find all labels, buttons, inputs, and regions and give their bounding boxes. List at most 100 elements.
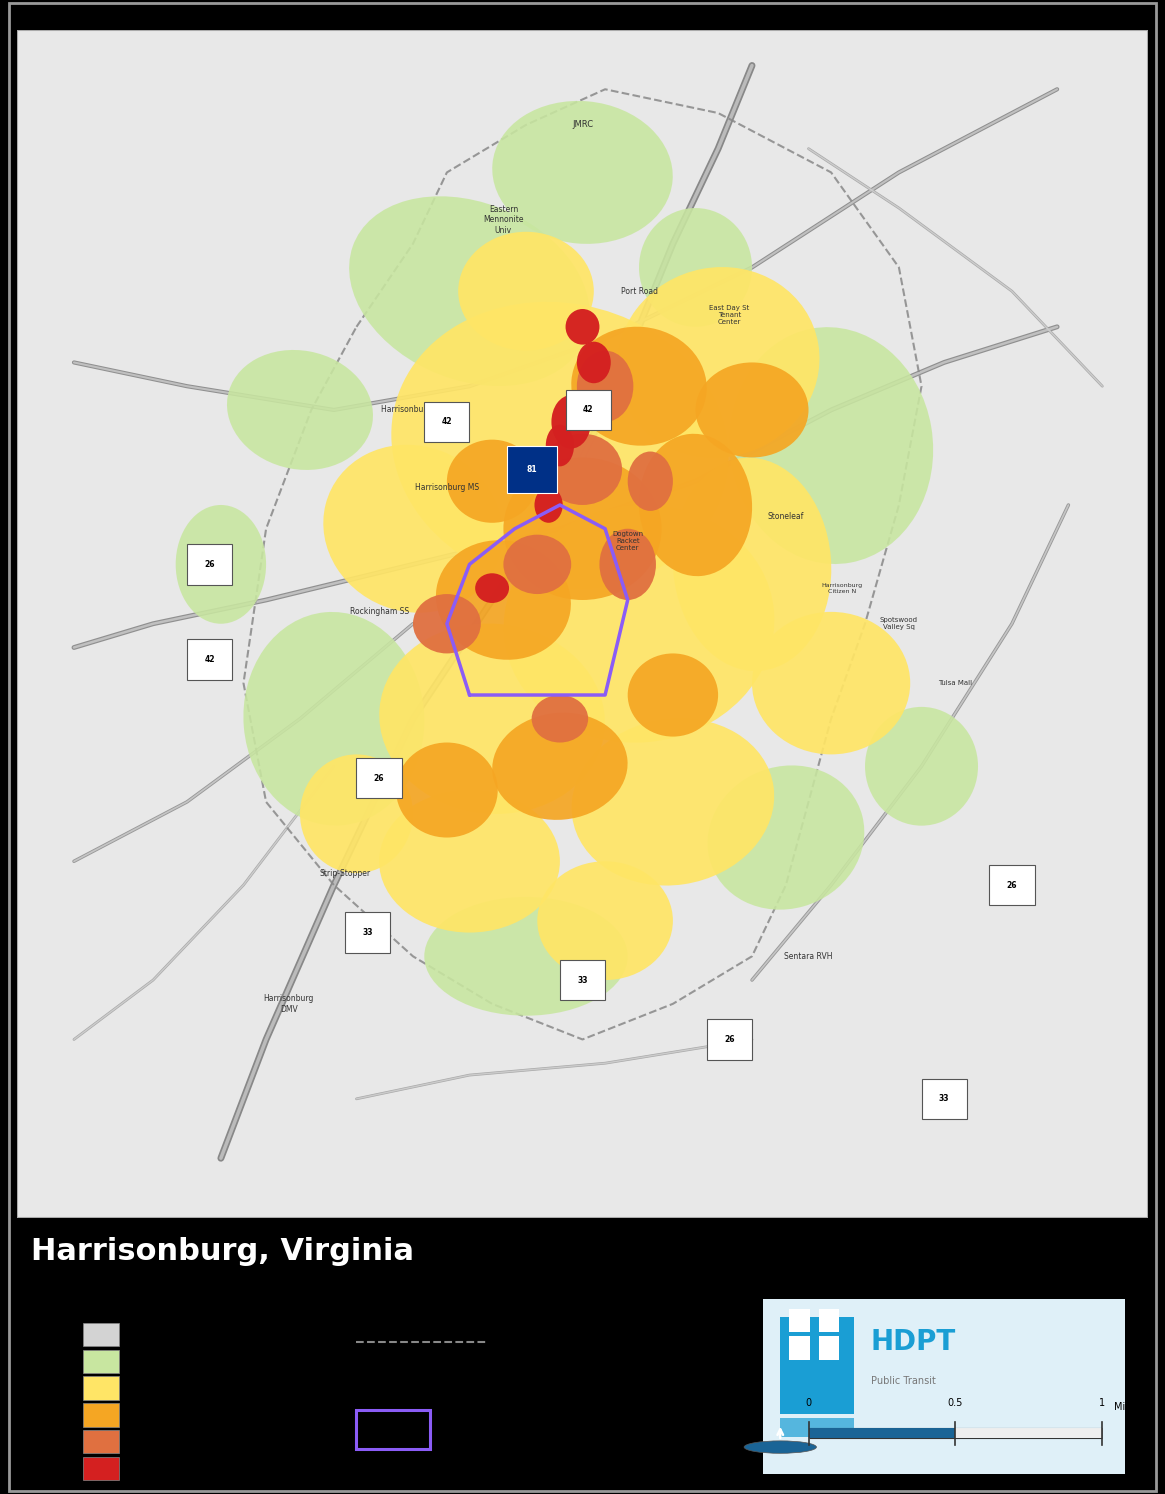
Ellipse shape [628,653,718,737]
Text: 1-5: 1-5 [133,1357,150,1366]
Text: 26: 26 [725,1035,735,1044]
Ellipse shape [475,574,509,604]
Text: Rockingham SS: Rockingham SS [350,608,409,617]
Text: Dogtown
Racket
Center: Dogtown Racket Center [612,530,643,551]
Ellipse shape [380,623,605,814]
Text: 15-30: 15-30 [133,1410,164,1419]
Bar [763,1300,1125,1475]
Text: 42: 42 [582,405,593,414]
Text: Harrisonburg: Harrisonburg [356,1301,450,1315]
Bar [989,865,1035,905]
Bar [83,1457,119,1481]
Bar [83,1430,119,1454]
Text: >60: >60 [133,1464,156,1473]
Ellipse shape [672,457,832,671]
Ellipse shape [638,208,753,327]
Bar [819,1336,839,1360]
Ellipse shape [628,451,673,511]
Bar [560,959,605,1001]
Text: JMU Campus: JMU Campus [356,1380,444,1394]
Text: 33: 33 [577,976,588,985]
Ellipse shape [535,487,563,523]
Ellipse shape [503,535,571,595]
Text: 33: 33 [362,928,373,937]
Ellipse shape [638,433,753,577]
Ellipse shape [707,765,864,910]
Bar [507,445,557,493]
Ellipse shape [350,196,589,385]
Ellipse shape [572,719,775,886]
Ellipse shape [571,327,707,445]
Ellipse shape [531,695,588,743]
Bar [790,1336,810,1360]
Text: Tulsa Mall: Tulsa Mall [938,680,973,686]
Text: Stoneleaf: Stoneleaf [768,512,804,521]
Bar [83,1322,119,1346]
Text: 26: 26 [374,774,384,783]
Ellipse shape [458,232,594,351]
Bar [356,1410,430,1449]
Ellipse shape [729,327,933,565]
Text: East Day St
Tenant
Center: East Day St Tenant Center [709,305,749,324]
Text: Spotswood
Valley Sq: Spotswood Valley Sq [880,617,918,630]
Text: Harrisonburg MS: Harrisonburg MS [415,483,479,492]
Text: Harrisonburg
DMV: Harrisonburg DMV [263,994,313,1013]
Ellipse shape [492,713,628,820]
Ellipse shape [396,743,497,838]
Ellipse shape [324,445,502,613]
Bar [790,1309,810,1333]
Bar [83,1403,119,1427]
Ellipse shape [391,302,728,589]
Ellipse shape [545,424,574,466]
Text: <1: <1 [133,1330,149,1340]
Ellipse shape [414,595,481,653]
Text: Port Road: Port Road [621,287,657,296]
Text: JMRC: JMRC [572,121,593,130]
Ellipse shape [379,790,560,932]
Ellipse shape [503,457,662,601]
Ellipse shape [551,394,591,448]
Bar [356,757,402,798]
Text: 30-60: 30-60 [133,1437,164,1446]
Ellipse shape [424,896,628,1016]
Ellipse shape [301,754,414,872]
Ellipse shape [543,433,622,505]
Ellipse shape [447,439,537,523]
Text: Eastern
Mennonite
Univ: Eastern Mennonite Univ [483,205,523,235]
Ellipse shape [577,342,610,384]
Bar [781,1318,854,1413]
Text: Harrisonburg
Citizen N: Harrisonburg Citizen N [821,583,863,593]
Ellipse shape [436,541,571,660]
Text: 42: 42 [204,654,214,663]
Ellipse shape [864,707,979,826]
Ellipse shape [537,861,673,980]
Ellipse shape [577,351,634,421]
Text: 1: 1 [1100,1398,1106,1409]
Bar [83,1349,119,1373]
Bar [922,1079,967,1119]
Text: 81: 81 [527,465,537,474]
Text: 26: 26 [1007,880,1017,889]
Ellipse shape [503,505,775,743]
Bar [819,1309,839,1333]
Ellipse shape [176,505,266,624]
Text: 0: 0 [805,1398,812,1409]
Text: Strip-Stopper: Strip-Stopper [319,868,370,877]
Text: 6-16: 6-16 [133,1383,157,1392]
Text: Miles: Miles [1114,1403,1138,1412]
Bar [188,639,232,680]
Ellipse shape [600,529,656,601]
Ellipse shape [753,613,910,754]
Text: Harrisonburg, Virginia: Harrisonburg, Virginia [31,1237,414,1267]
Ellipse shape [493,102,672,244]
Text: 0.5: 0.5 [948,1398,963,1409]
Bar [565,390,610,430]
Ellipse shape [565,309,600,345]
Text: Harrisonburg HS: Harrisonburg HS [381,405,445,414]
Bar [424,402,469,442]
Bar [83,1376,119,1400]
Bar [781,1418,854,1437]
Text: Public Transit: Public Transit [870,1376,935,1386]
Bar [188,544,232,584]
Text: Sentara RVH: Sentara RVH [784,952,833,961]
